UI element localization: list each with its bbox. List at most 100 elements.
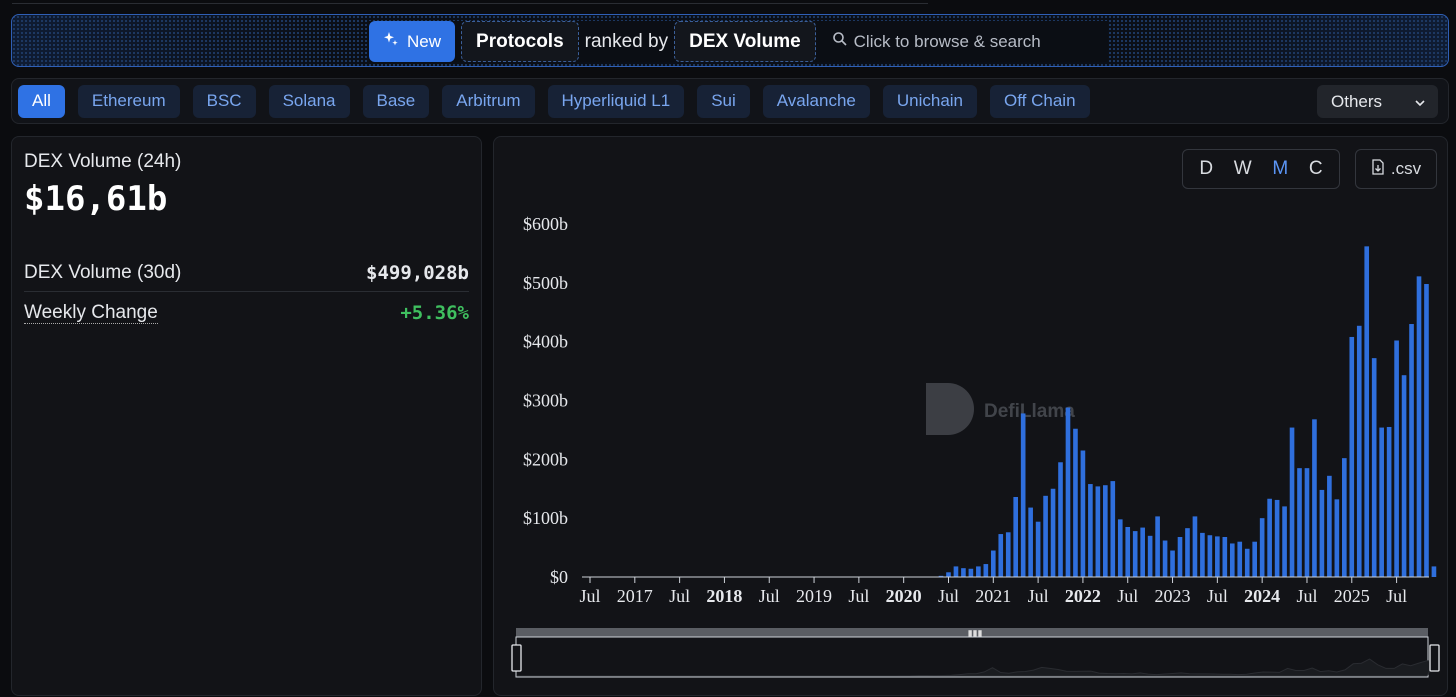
granularity-w[interactable]: W <box>1233 158 1252 179</box>
bar-2024-05[interactable] <box>1289 427 1295 577</box>
bar-2023-05[interactable] <box>1200 532 1205 577</box>
chain-tab-sui[interactable]: Sui <box>697 84 750 118</box>
bar-2025-11[interactable] <box>1424 284 1429 577</box>
chain-tab-base[interactable]: Base <box>362 84 430 118</box>
bar-2022-03[interactable] <box>1095 486 1101 577</box>
bar-2024-07[interactable] <box>1304 468 1310 577</box>
bar-2025-03[interactable] <box>1364 246 1370 577</box>
y-tick-label: $100b <box>523 508 568 528</box>
bar-2022-07[interactable] <box>1125 526 1131 577</box>
bar-2024-06[interactable] <box>1297 468 1302 577</box>
bar-2022-08[interactable] <box>1132 531 1138 577</box>
chain-tab-arbitrum[interactable]: Arbitrum <box>442 84 535 118</box>
bar-2020-12[interactable] <box>983 564 989 577</box>
bar-2025-10[interactable] <box>1416 276 1422 577</box>
entity-selector[interactable]: Protocols <box>461 21 579 62</box>
bar-2022-01[interactable] <box>1080 450 1086 577</box>
bar-2023-07[interactable] <box>1215 536 1220 577</box>
bar-2022-10[interactable] <box>1147 535 1153 577</box>
csv-download-button[interactable]: .csv <box>1355 149 1437 189</box>
bar-2025-04[interactable] <box>1371 358 1377 577</box>
chain-tab-off-chain[interactable]: Off Chain <box>990 84 1090 118</box>
bar-2023-04[interactable] <box>1192 516 1198 577</box>
x-tick-label: 2025 <box>1334 586 1370 606</box>
bar-2021-09[interactable] <box>1050 488 1056 577</box>
granularity-c[interactable]: C <box>1308 158 1323 179</box>
slider-track[interactable] <box>516 628 1428 637</box>
bar-2022-02[interactable] <box>1088 484 1093 577</box>
slider-left-handle[interactable] <box>511 644 522 672</box>
bar-2024-12[interactable] <box>1342 458 1347 577</box>
slider-right-handle[interactable] <box>1429 644 1440 672</box>
bar-2021-10[interactable] <box>1058 462 1063 577</box>
bar-2021-06[interactable] <box>1028 507 1033 577</box>
bar-2021-08[interactable] <box>1043 495 1048 577</box>
range-slider[interactable]: ▮▮▮ <box>511 628 1440 678</box>
weekly-change-value: +5.36% <box>400 302 469 324</box>
bar-2022-09[interactable] <box>1140 527 1145 577</box>
bar-2025-02[interactable] <box>1356 325 1362 577</box>
volume-30d-label: DEX Volume (30d) <box>24 261 182 283</box>
volume-bar-chart: DefiLlama $0 $100b $200b $300b $400b $500b $60… <box>511 214 1440 678</box>
new-button[interactable]: New <box>369 21 456 62</box>
bar-2023-12[interactable] <box>1252 541 1258 577</box>
bar-2023-06[interactable] <box>1207 535 1213 577</box>
y-tick-label: $300b <box>523 391 568 411</box>
bar-2021-12[interactable] <box>1073 428 1078 577</box>
bar-2022-11[interactable] <box>1155 516 1160 577</box>
weekly-change-label[interactable]: Weekly Change <box>24 301 158 324</box>
chain-tab-unichain[interactable]: Unichain <box>882 84 978 118</box>
granularity-m[interactable]: M <box>1272 158 1289 179</box>
bar-2021-03[interactable] <box>1005 532 1011 577</box>
bar-2023-08[interactable] <box>1222 536 1228 577</box>
bar-2025-08[interactable] <box>1401 375 1407 577</box>
bar-2025-12[interactable] <box>1431 566 1437 577</box>
browse-search[interactable]: Click to browse & search <box>832 31 1041 52</box>
bar-2021-01[interactable] <box>990 550 996 577</box>
bar-2020-08[interactable] <box>953 566 959 577</box>
bar-2024-08[interactable] <box>1312 419 1317 577</box>
bar-2022-06[interactable] <box>1117 519 1123 577</box>
bar-2023-09[interactable] <box>1229 543 1235 577</box>
bar-2025-01[interactable] <box>1349 336 1355 577</box>
bar-2024-09[interactable] <box>1319 489 1325 577</box>
bar-2025-05[interactable] <box>1379 427 1384 577</box>
bar-2020-07[interactable] <box>946 572 951 577</box>
chain-tab-avalanche[interactable]: Avalanche <box>762 84 870 118</box>
bar-2023-02[interactable] <box>1177 536 1183 577</box>
bar-2024-01[interactable] <box>1259 518 1265 577</box>
x-tick-label: Jul <box>1117 586 1138 606</box>
bar-2024-04[interactable] <box>1282 506 1287 577</box>
bar-2024-02[interactable] <box>1267 498 1272 577</box>
bar-2024-11[interactable] <box>1334 499 1340 577</box>
others-dropdown[interactable]: Others <box>1317 85 1438 118</box>
bar-2020-09[interactable] <box>961 568 966 577</box>
chain-tab-solana[interactable]: Solana <box>268 84 350 118</box>
bar-2023-10[interactable] <box>1237 541 1243 577</box>
bar-2021-07[interactable] <box>1035 521 1041 577</box>
bar-2025-09[interactable] <box>1409 324 1414 577</box>
chain-tab-hyperliquid-l1[interactable]: Hyperliquid L1 <box>547 84 685 118</box>
chain-tab-ethereum[interactable]: Ethereum <box>77 84 180 118</box>
bar-2020-06[interactable] <box>938 575 944 577</box>
metric-selector[interactable]: DEX Volume <box>674 21 816 62</box>
bar-2020-10[interactable] <box>968 568 974 577</box>
bar-2025-06[interactable] <box>1386 426 1392 577</box>
bar-2022-12[interactable] <box>1162 540 1168 577</box>
bar-2022-05[interactable] <box>1110 481 1116 577</box>
bar-2025-07[interactable] <box>1394 340 1399 577</box>
bar-2021-04[interactable] <box>1013 496 1019 577</box>
bar-2024-10[interactable] <box>1327 475 1332 577</box>
granularity-d[interactable]: D <box>1199 158 1214 179</box>
bar-2021-11[interactable] <box>1065 407 1071 577</box>
bar-2023-03[interactable] <box>1185 528 1190 577</box>
bar-2023-11[interactable] <box>1244 548 1250 577</box>
bar-2021-05[interactable] <box>1020 413 1026 577</box>
bar-2023-01[interactable] <box>1170 550 1175 577</box>
chain-tab-bsc[interactable]: BSC <box>192 84 256 118</box>
bar-2021-02[interactable] <box>998 534 1004 577</box>
bar-2020-11[interactable] <box>976 566 981 577</box>
bar-2022-04[interactable] <box>1103 485 1108 577</box>
chain-tab-all[interactable]: All <box>18 84 65 118</box>
bar-2024-03[interactable] <box>1274 499 1280 577</box>
